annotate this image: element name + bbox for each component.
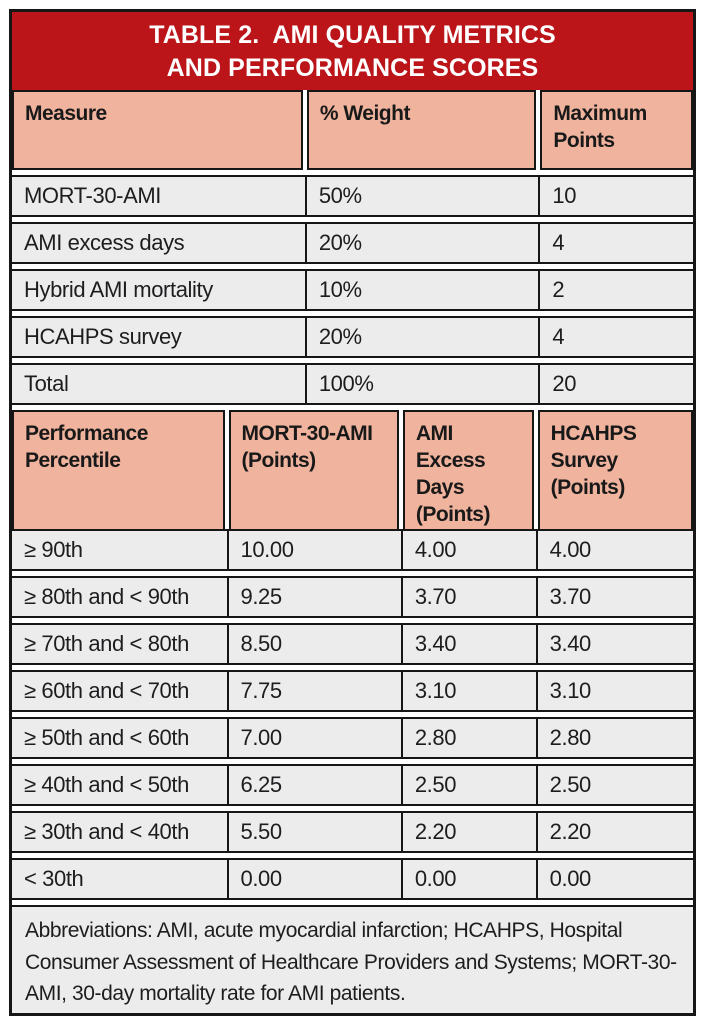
mort-points-cell: 8.50 [226,625,401,663]
excess-points-cell: 2.80 [400,719,536,757]
mort-points-cell: 10.00 [226,531,401,569]
mort-points-cell: 9.25 [226,578,401,616]
hcahps-points-cell: 4.00 [535,531,693,569]
percentile-cell: ≥ 60th and < 70th [24,678,189,703]
percentile-cell: ≥ 90th [24,537,83,562]
hcahps-points-cell: 3.10 [535,672,693,710]
points-row-60th: ≥ 60th and < 70th 7.75 3.10 3.10 [12,670,693,712]
max-points-cell: 2 [538,271,693,309]
percentile-cell: < 30th [24,866,84,891]
hcahps-points-cell: 3.40 [535,625,693,663]
max-points-cell: 4 [538,224,693,262]
header-cell-measure: Measure [12,90,303,170]
points-header-row: Performance Percentile MORT-30-AMI (Poin… [12,410,693,531]
percentile-cell: ≥ 50th and < 60th [24,725,189,750]
weight-cell: 20% [304,224,539,262]
measure-cell: AMI excess days [24,230,185,255]
measure-cell: MORT-30-AMI [24,183,161,208]
weight-cell: 10% [304,271,539,309]
mort-points-cell: 0.00 [226,860,401,898]
weight-cell: 20% [304,318,539,356]
excess-points-cell: 3.70 [400,578,536,616]
weights-row-mort30ami: MORT-30-AMI 50% 10 [12,175,693,217]
weights-row-total: Total 100% 20 [12,363,693,405]
measure-cell: Hybrid AMI mortality [24,277,213,302]
points-row-70th: ≥ 70th and < 80th 8.50 3.40 3.40 [12,623,693,665]
points-row-90th: ≥ 90th 10.00 4.00 4.00 [12,529,693,571]
header-cell-mort30ami-points: MORT-30-AMI (Points) [228,410,399,531]
percentile-cell: ≥ 70th and < 80th [24,631,189,656]
excess-points-cell: 0.00 [400,860,536,898]
mort-points-cell: 6.25 [226,766,401,804]
hcahps-points-cell: 2.20 [535,813,693,851]
hcahps-points-cell: 2.50 [535,766,693,804]
mort-points-cell: 7.00 [226,719,401,757]
points-row-40th: ≥ 40th and < 50th 6.25 2.50 2.50 [12,764,693,806]
percentile-cell: ≥ 80th and < 90th [24,584,189,609]
percentile-cell: ≥ 40th and < 50th [24,772,189,797]
weights-row-hcahps: HCAHPS survey 20% 4 [12,316,693,358]
weights-row-hybrid-mortality: Hybrid AMI mortality 10% 2 [12,269,693,311]
hcahps-points-cell: 0.00 [535,860,693,898]
header-cell-excess-days-points: AMI Excess Days (Points) [402,410,534,531]
weights-header-row: Measure % Weight Maximum Points [12,90,693,170]
max-points-cell: 20 [538,365,693,403]
header-cell-percentile: Performance Percentile [12,410,225,531]
hcahps-points-cell: 3.70 [535,578,693,616]
max-points-cell: 10 [538,177,693,215]
header-cell-weight: % Weight [306,90,537,170]
table-title-line1: TABLE 2. AMI QUALITY METRICS [149,21,556,49]
header-cell-max-points: Maximum Points [540,90,693,170]
table-frame: TABLE 2. AMI QUALITY METRICS AND PERFORM… [9,9,696,1016]
points-row-50th: ≥ 50th and < 60th 7.00 2.80 2.80 [12,717,693,759]
excess-points-cell: 3.10 [400,672,536,710]
points-row-30th: ≥ 30th and < 40th 5.50 2.20 2.20 [12,811,693,853]
max-points-cell: 4 [538,318,693,356]
table-title-bar: TABLE 2. AMI QUALITY METRICS AND PERFORM… [12,12,693,90]
weight-cell: 100% [304,365,539,403]
weight-cell: 50% [304,177,539,215]
header-cell-hcahps-points: HCAHPS Survey (Points) [537,410,693,531]
excess-points-cell: 4.00 [400,531,536,569]
measure-cell: Total [24,371,69,396]
weights-row-excess-days: AMI excess days 20% 4 [12,222,693,264]
table-title-line2: AND PERFORMANCE SCORES [166,54,539,82]
excess-points-cell: 2.20 [400,813,536,851]
hcahps-points-cell: 2.80 [535,719,693,757]
abbreviations-footnote: Abbreviations: AMI, acute myocardial inf… [12,905,693,1013]
measure-cell: HCAHPS survey [24,324,182,349]
points-row-below-30th: < 30th 0.00 0.00 0.00 [12,858,693,900]
excess-points-cell: 2.50 [400,766,536,804]
mort-points-cell: 5.50 [226,813,401,851]
percentile-cell: ≥ 30th and < 40th [24,819,189,844]
excess-points-cell: 3.40 [400,625,536,663]
points-row-80th: ≥ 80th and < 90th 9.25 3.70 3.70 [12,576,693,618]
mort-points-cell: 7.75 [226,672,401,710]
